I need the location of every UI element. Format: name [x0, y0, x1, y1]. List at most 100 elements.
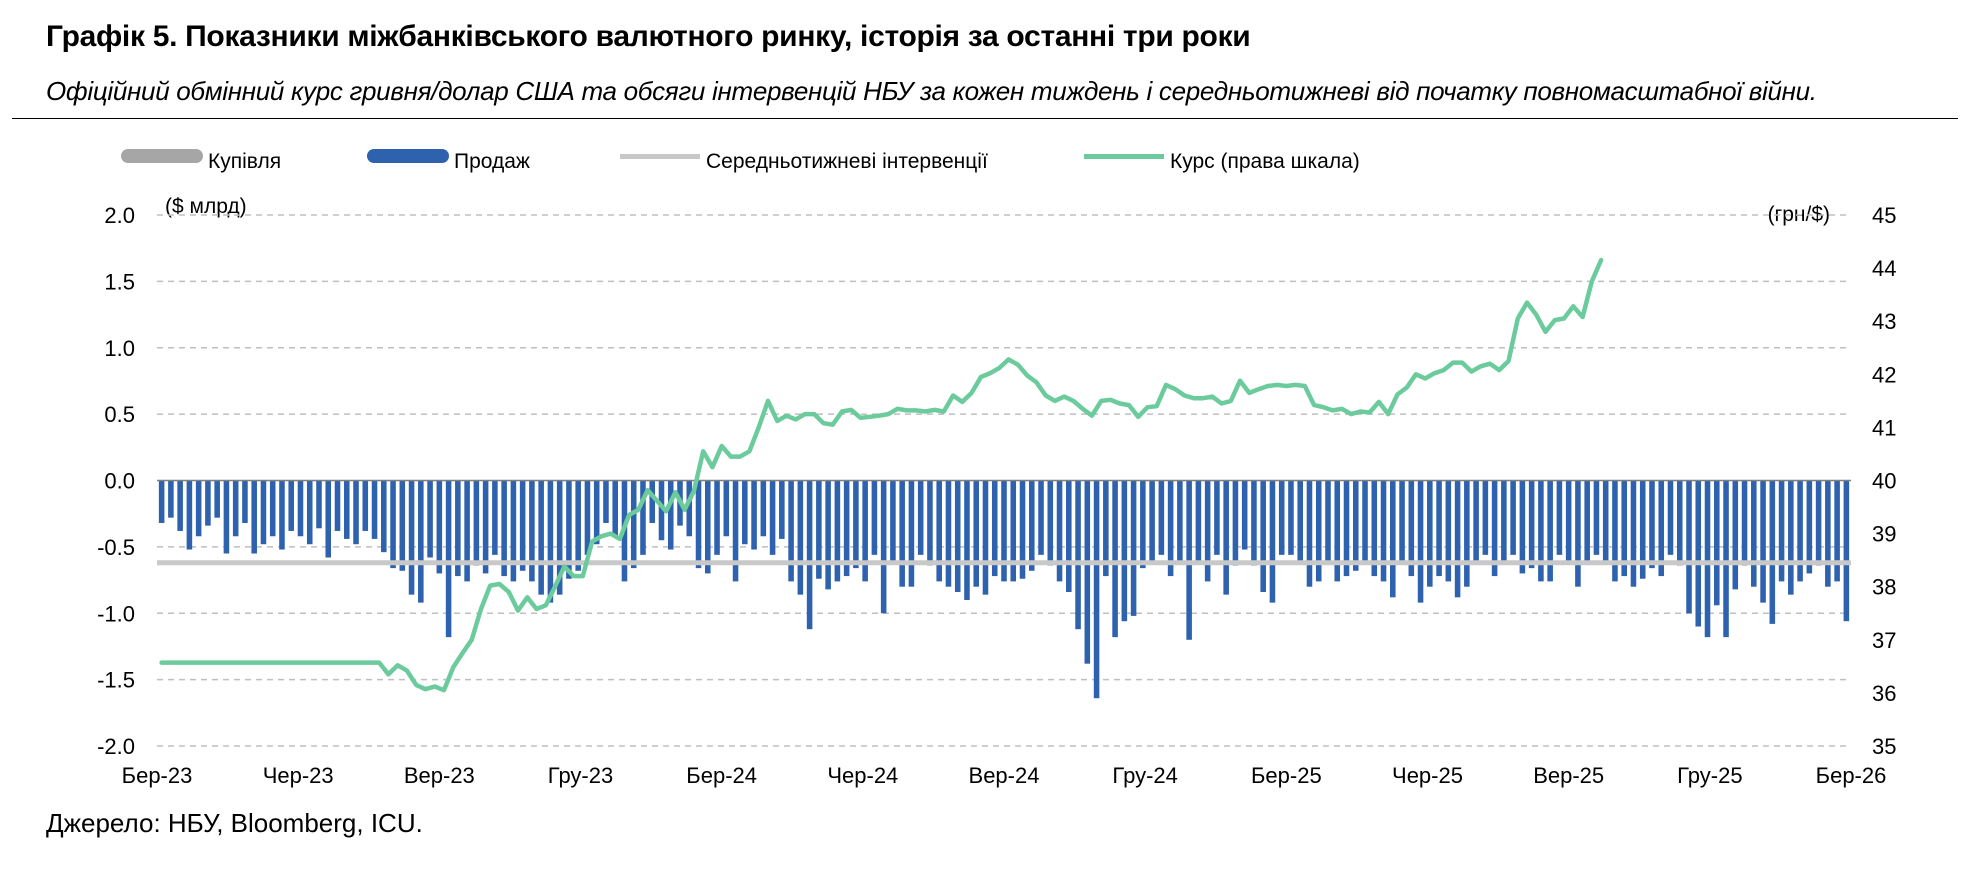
- x-tick-label: Чер-25: [1392, 763, 1463, 788]
- sell-bar: [1723, 480, 1729, 638]
- sell-bar: [399, 480, 406, 571]
- right-tick-label: 36: [1872, 681, 1896, 706]
- left-tick-label: -1.5: [97, 668, 135, 693]
- sell-bar: [1843, 480, 1850, 622]
- sell-bar: [371, 480, 378, 539]
- sell-bar: [158, 480, 165, 523]
- sell-bar: [575, 480, 581, 571]
- sell-bar: [214, 480, 220, 518]
- x-tick-label: Вер-25: [1533, 763, 1604, 788]
- sell-bar: [769, 480, 776, 555]
- left-axis-unit: ($ млрд): [165, 195, 247, 218]
- sell-bar: [205, 480, 211, 526]
- sell-bar: [1612, 480, 1618, 582]
- legend-swatch-rate: [1084, 154, 1164, 159]
- sell-bar: [1501, 480, 1507, 563]
- sell-bar: [1038, 480, 1044, 555]
- sell-bar: [797, 480, 804, 595]
- source-note: Джерело: НБУ, Bloomberg, ICU.: [46, 808, 423, 838]
- sell-bar: [788, 480, 794, 582]
- sell-bar: [1195, 480, 1202, 563]
- sell-bar: [1519, 480, 1526, 574]
- left-tick-label: 0.0: [104, 469, 135, 494]
- sell-bar: [686, 480, 693, 537]
- sell-bar: [593, 480, 600, 545]
- sell-bar: [353, 480, 359, 545]
- sell-bar: [853, 480, 859, 569]
- sell-bar: [1602, 480, 1609, 563]
- left-tick-label: 1.0: [104, 336, 135, 361]
- chart-title: Графік 5. Показники міжбанківського валю…: [46, 20, 1251, 53]
- sell-bar: [1103, 480, 1109, 577]
- sell-bar: [1371, 480, 1378, 577]
- sell-bar: [566, 480, 572, 579]
- left-tick-label: 1.5: [104, 269, 135, 294]
- sell-bar: [1584, 480, 1590, 563]
- sell-bar: [223, 480, 230, 554]
- legend-swatch-buy: [121, 149, 203, 163]
- sell-bar: [825, 480, 831, 590]
- sell-bar: [927, 480, 933, 566]
- sell-bar: [899, 480, 905, 587]
- legend-buy: Купівля: [121, 149, 281, 173]
- sell-bar: [1343, 480, 1350, 577]
- sell-bar: [1075, 480, 1081, 630]
- sell-bar: [1751, 480, 1757, 587]
- sell-bar: [260, 480, 267, 545]
- sell-bar: [482, 480, 489, 574]
- title-divider: [12, 118, 1958, 119]
- sell-bar: [630, 480, 637, 569]
- sell-bar: [288, 480, 295, 531]
- sell-bar: [1547, 480, 1553, 582]
- x-tick-label: Бер-25: [1251, 763, 1322, 788]
- sell-bar: [455, 480, 461, 577]
- sell-bar: [1028, 480, 1035, 571]
- sell-bar: [1778, 480, 1785, 582]
- sell-bar: [695, 480, 702, 569]
- sell-bar: [1621, 480, 1627, 577]
- sell-bar: [1278, 480, 1285, 555]
- sell-bar: [862, 480, 868, 582]
- sell-bar: [1417, 480, 1424, 603]
- sell-bar: [640, 480, 646, 555]
- right-tick-label: 35: [1872, 734, 1896, 759]
- sell-bar: [1056, 480, 1063, 582]
- sell-bar: [427, 480, 433, 558]
- sell-bar: [473, 480, 480, 566]
- sell-bar: [1408, 480, 1415, 577]
- sell-bar: [1815, 480, 1822, 566]
- sell-bar: [834, 480, 841, 582]
- legend-label-sell: Продаж: [454, 150, 530, 173]
- sell-bar: [1649, 480, 1655, 569]
- sell-bar: [1260, 480, 1266, 593]
- right-tick-label: 44: [1872, 256, 1896, 281]
- sell-bar: [945, 480, 952, 587]
- right-tick-label: 38: [1872, 575, 1896, 600]
- x-tick-label: Гру-25: [1677, 763, 1742, 788]
- sell-bar: [306, 480, 313, 545]
- right-tick-label: 42: [1872, 362, 1896, 387]
- sell-bar: [816, 480, 822, 579]
- intervention-chart: Купівля Продаж Середньотижневі інтервенц…: [97, 149, 1896, 788]
- sell-bar: [445, 480, 452, 638]
- sell-bar: [1167, 480, 1174, 577]
- sell-bar: [1297, 480, 1303, 563]
- right-tick-label: 37: [1872, 628, 1896, 653]
- sell-bar: [667, 480, 674, 550]
- sell-bar: [195, 480, 202, 537]
- sell-bar: [177, 480, 183, 531]
- sell-bar: [390, 480, 396, 569]
- left-tick-label: -0.5: [97, 535, 135, 560]
- sell-bar: [1788, 480, 1794, 595]
- sell-bar: [464, 480, 470, 582]
- sell-bar: [418, 480, 424, 603]
- sell-bar: [1140, 480, 1146, 569]
- sell-bar: [732, 480, 739, 582]
- sell-bar: [982, 480, 989, 595]
- sell-bar: [251, 480, 257, 554]
- sell-bar: [1565, 480, 1572, 563]
- sell-bar: [1399, 480, 1405, 563]
- sell-bar: [1214, 480, 1220, 555]
- sell-bar: [242, 480, 248, 523]
- sell-bar: [343, 480, 350, 539]
